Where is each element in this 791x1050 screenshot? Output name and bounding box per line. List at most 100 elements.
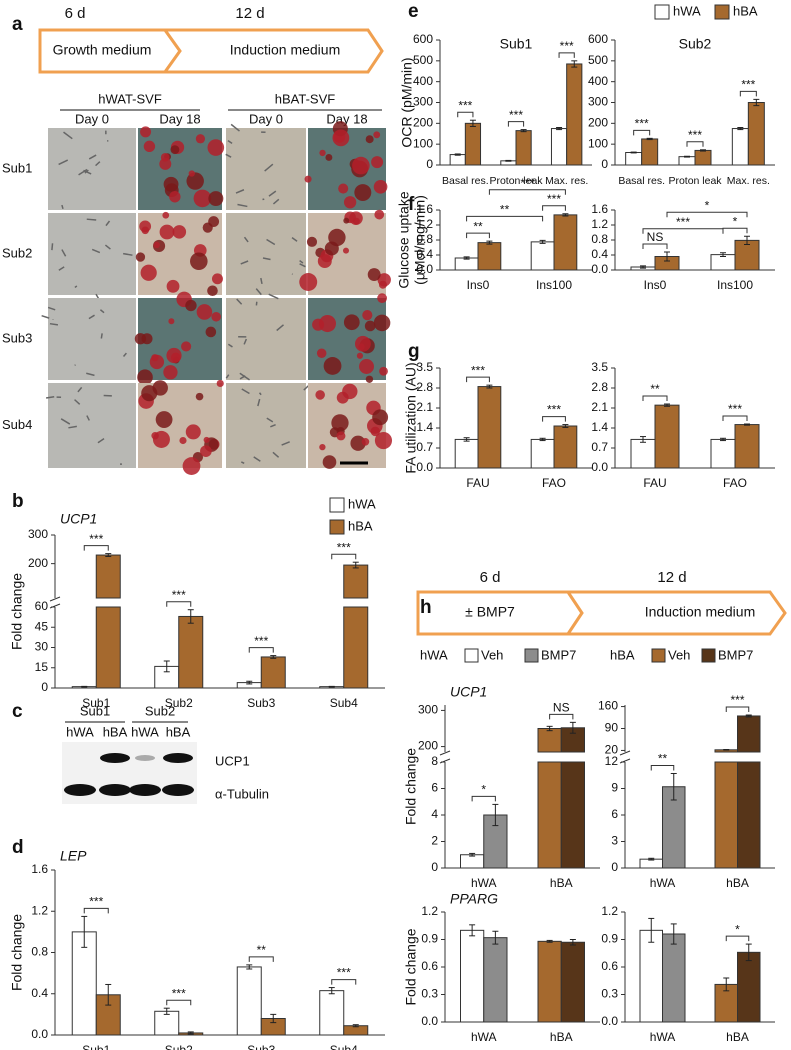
y-tick-label: 200 xyxy=(28,556,48,570)
cell xyxy=(243,236,249,243)
y-tick-label: 2 xyxy=(431,834,438,848)
lipid-droplet xyxy=(160,153,170,162)
micrograph xyxy=(226,383,306,468)
lipid-droplet xyxy=(336,391,349,404)
lipid-droplet xyxy=(196,304,213,320)
panel-label: g xyxy=(408,341,420,362)
y-tick-label: 200 xyxy=(588,116,608,130)
lipid-droplet xyxy=(315,390,325,400)
y-tick-label: 6 xyxy=(431,781,438,795)
cell xyxy=(122,352,127,357)
chart-title: Sub2 xyxy=(679,36,712,52)
significance-label: *** xyxy=(520,176,534,190)
lipid-droplet xyxy=(168,318,175,325)
micrograph xyxy=(48,383,136,468)
lipid-droplet xyxy=(331,414,349,432)
cell xyxy=(241,388,250,395)
significance-label: * xyxy=(735,922,740,936)
panel-label: b xyxy=(12,491,24,512)
cell xyxy=(299,263,306,268)
lipid-droplet xyxy=(207,139,225,156)
significance-label: ** xyxy=(650,382,660,396)
y-tick-label: 90 xyxy=(605,721,619,735)
bar xyxy=(641,138,659,166)
cell xyxy=(266,417,274,423)
lipid-droplet xyxy=(185,299,197,312)
cell xyxy=(63,131,73,140)
cell xyxy=(97,438,105,444)
significance-label: *** xyxy=(89,895,103,909)
significance-label: NS xyxy=(553,701,570,715)
row-label: Sub1 xyxy=(2,160,32,175)
cell xyxy=(243,338,248,345)
y-tick-label: 60 xyxy=(35,599,49,613)
bar-upper xyxy=(737,715,761,753)
y-tick-label: 0.9 xyxy=(601,932,618,946)
lipid-droplet xyxy=(182,457,201,475)
lipid-droplet xyxy=(216,379,224,388)
blot-band xyxy=(162,784,194,796)
bar xyxy=(460,854,485,869)
lipid-droplet xyxy=(181,341,192,352)
lipid-droplet xyxy=(195,392,204,401)
significance-bracket xyxy=(722,415,748,421)
y-tick-label: 0.0 xyxy=(416,460,433,474)
lipid-droplet xyxy=(317,254,332,269)
y-tick-label: 3.5 xyxy=(416,360,433,374)
lipid-droplet xyxy=(365,135,374,144)
lipid-droplet xyxy=(343,217,350,224)
legend-label: hBA xyxy=(733,3,758,18)
cell xyxy=(84,169,89,174)
y-tick-label: 1.2 xyxy=(31,903,48,917)
y-tick-label: 0.0 xyxy=(591,262,608,276)
significance-bracket xyxy=(633,129,651,136)
significance-bracket xyxy=(83,907,109,914)
group-label: Sub1 xyxy=(80,703,110,718)
legend-label: BMP7 xyxy=(541,647,576,662)
lipid-droplet xyxy=(373,131,381,139)
y-tick-label: 300 xyxy=(418,703,438,717)
cell xyxy=(91,248,101,254)
significance-bracket xyxy=(466,232,490,239)
cell xyxy=(255,288,262,296)
lane-label: hBA xyxy=(103,724,128,739)
bar-upper xyxy=(537,728,562,753)
significance-label: *** xyxy=(635,117,649,131)
lipid-droplet xyxy=(170,145,180,155)
x-tick-label: Sub3 xyxy=(247,1043,275,1050)
bar xyxy=(654,404,680,469)
y-tick-label: 45 xyxy=(35,619,49,633)
bar xyxy=(560,941,585,1023)
cell xyxy=(236,298,243,305)
lipid-droplet xyxy=(141,226,150,235)
x-tick-label: Sub4 xyxy=(330,1043,358,1050)
y-tick-label: 1.2 xyxy=(591,217,608,231)
bar xyxy=(566,63,583,166)
x-tick-label: Proton leak xyxy=(489,175,543,187)
panel-label: a xyxy=(12,14,23,35)
bar xyxy=(537,940,562,1023)
lipid-droplet xyxy=(354,184,372,202)
y-axis-label: FA utilization (AU) xyxy=(403,362,419,473)
bar xyxy=(553,214,578,271)
lipid-droplet xyxy=(378,280,387,289)
timeline-arrow xyxy=(565,590,787,636)
significance-bracket xyxy=(331,979,357,985)
y-tick-label: 400 xyxy=(413,74,433,88)
significance-bracket xyxy=(650,764,675,771)
chart-title: LEP xyxy=(60,848,87,864)
stage-label: Induction medium xyxy=(230,42,341,58)
lipid-droplet xyxy=(203,436,210,443)
day-label: Day 18 xyxy=(326,111,367,126)
x-tick-label: hWA xyxy=(650,876,676,890)
significance-bracket xyxy=(666,211,748,218)
cell xyxy=(49,322,59,326)
y-tick-label: 8 xyxy=(431,754,438,768)
y-tick-label: 0.6 xyxy=(421,959,438,973)
significance-bracket xyxy=(549,713,574,720)
lipid-droplet xyxy=(185,424,201,440)
significance-label: ** xyxy=(658,752,668,766)
bar xyxy=(319,990,345,1036)
y-tick-label: 1.2 xyxy=(601,904,618,918)
y-axis-label: Fold change xyxy=(9,914,25,991)
